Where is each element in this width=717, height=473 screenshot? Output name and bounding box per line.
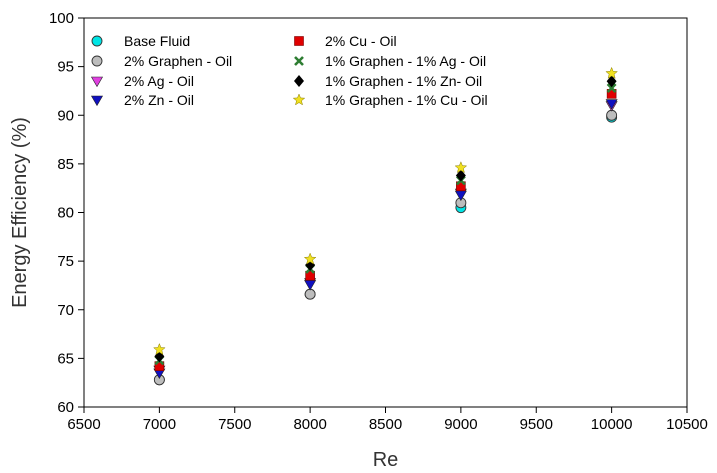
y-tick-label: 70 (57, 302, 74, 319)
legend-item: 1% Graphen - 1% Ag - Oil (294, 53, 486, 69)
x-tick-label: 10500 (666, 416, 708, 433)
series-points (153, 109, 618, 386)
x-tick-label: 7500 (218, 416, 251, 433)
y-tick-label: 100 (49, 10, 74, 27)
series-points (153, 99, 618, 380)
legend-item: 2% Graphen - Oil (91, 53, 232, 69)
legend-marker (292, 93, 306, 106)
y-tick-label: 60 (57, 399, 74, 416)
data-point (303, 252, 317, 265)
data-point (606, 83, 617, 93)
x-axis: 6500 7000 7500 8000 8500 9000 9500 10000 10500 (67, 407, 708, 433)
x-tick-label: 9500 (520, 416, 553, 433)
legend-marker (90, 95, 104, 107)
legend-label: 1% Graphen - 1% Ag - Oil (325, 53, 486, 69)
legend-marker (91, 35, 103, 47)
legend-item: 1% Graphen - 1% Zn- Oil (294, 73, 482, 89)
series-points (154, 83, 617, 366)
legend-item: 2% Cu - Oil (294, 33, 397, 49)
y-tick-label: 80 (57, 205, 74, 222)
x-tick-label: 9000 (444, 416, 477, 433)
y-axis: 60 65 70 75 80 85 90 95 100 (49, 10, 84, 416)
legend-marker (91, 55, 103, 67)
legend-label: 2% Graphen - Oil (124, 53, 232, 69)
legend-label: Base Fluid (124, 33, 190, 49)
legend-marker (294, 56, 304, 66)
legend-label: 1% Graphen - 1% Zn- Oil (325, 73, 482, 89)
y-tick-label: 65 (57, 350, 74, 367)
y-tick-label: 75 (57, 253, 74, 270)
x-tick-label: 8000 (293, 416, 326, 433)
legend-item: 1% Graphen - 1% Cu - Oil (292, 92, 488, 108)
legend-label: 2% Ag - Oil (124, 73, 194, 89)
data-point (455, 169, 466, 182)
legend-marker (294, 75, 304, 87)
data-point (606, 109, 618, 121)
data-point (153, 342, 166, 356)
series-points (153, 66, 618, 356)
data-point (605, 66, 618, 79)
legend-marker (90, 76, 104, 88)
series-points (153, 111, 618, 386)
legend-label: 2% Zn - Oil (124, 92, 194, 108)
legend-label: 2% Cu - Oil (325, 33, 397, 49)
y-tick-label: 90 (57, 107, 74, 124)
series-points (153, 101, 618, 377)
y-axis-title: Energy Efficiency (%) (9, 117, 31, 308)
data-point (606, 75, 617, 88)
data-point (305, 270, 315, 281)
legend-item: 2% Ag - Oil (90, 73, 194, 89)
x-tick-label: 7000 (143, 416, 176, 433)
x-tick-label: 10000 (591, 416, 633, 433)
legend-item: Base Fluid (91, 33, 190, 49)
legend-item: 2% Zn - Oil (90, 92, 194, 108)
series-points (154, 89, 617, 371)
y-tick-label: 95 (57, 59, 74, 76)
data-point (304, 288, 316, 300)
x-axis-title: Re (373, 449, 399, 471)
legend: Base Fluid 2% Graphen - Oil 2% Ag - Oil 2% … (90, 33, 488, 108)
data-points (153, 66, 618, 386)
data-point (454, 161, 468, 174)
data-point (304, 280, 317, 291)
legend-marker (294, 36, 304, 46)
x-tick-label: 6500 (67, 416, 100, 433)
legend-label: 1% Graphen - 1% Cu - Oil (325, 92, 488, 108)
x-tick-label: 8500 (369, 416, 402, 433)
y-tick-label: 85 (57, 156, 74, 173)
data-point (605, 99, 618, 110)
series-points (154, 75, 617, 363)
